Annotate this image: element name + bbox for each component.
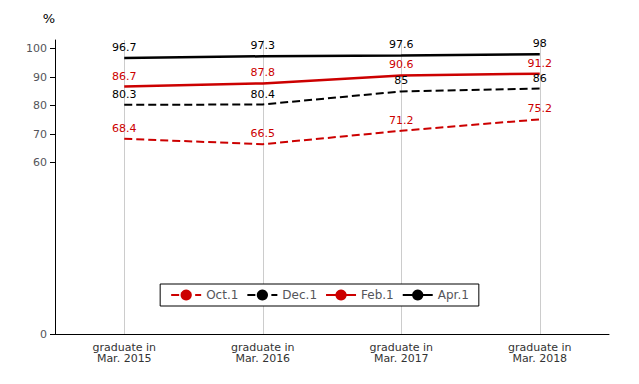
- svg-text:80.3: 80.3: [112, 88, 137, 101]
- svg-text:97.3: 97.3: [251, 39, 276, 52]
- svg-text:60: 60: [33, 156, 47, 169]
- svg-text:100: 100: [26, 42, 47, 55]
- svg-text:Oct.1: Oct.1: [206, 288, 238, 302]
- svg-text:Feb.1: Feb.1: [361, 288, 394, 302]
- svg-text:96.7: 96.7: [112, 41, 137, 54]
- svg-text:graduate in: graduate in: [92, 341, 156, 354]
- svg-text:graduate in: graduate in: [369, 341, 433, 354]
- svg-text:71.2: 71.2: [389, 114, 414, 127]
- svg-text:%: %: [43, 11, 55, 26]
- svg-text:Mar. 2017: Mar. 2017: [374, 352, 429, 365]
- svg-text:86: 86: [533, 72, 547, 85]
- svg-text:90: 90: [33, 71, 47, 84]
- svg-text:70: 70: [33, 128, 47, 141]
- svg-text:66.5: 66.5: [251, 127, 276, 140]
- svg-text:graduate in: graduate in: [508, 341, 572, 354]
- svg-text:91.2: 91.2: [528, 57, 553, 70]
- svg-text:Mar. 2015: Mar. 2015: [97, 352, 152, 365]
- svg-text:98: 98: [533, 37, 547, 50]
- svg-text:68.4: 68.4: [112, 122, 137, 135]
- svg-text:Apr.1: Apr.1: [438, 288, 469, 302]
- svg-text:97.6: 97.6: [389, 38, 414, 51]
- svg-text:80: 80: [33, 99, 47, 112]
- svg-text:Mar. 2018: Mar. 2018: [512, 352, 567, 365]
- svg-text:87.8: 87.8: [251, 66, 276, 79]
- svg-text:75.2: 75.2: [528, 102, 553, 115]
- svg-text:80.4: 80.4: [251, 88, 276, 101]
- svg-text:Dec.1: Dec.1: [282, 288, 317, 302]
- svg-text:0: 0: [40, 328, 47, 341]
- svg-text:Mar. 2016: Mar. 2016: [235, 352, 290, 365]
- svg-text:85: 85: [394, 74, 408, 87]
- svg-text:90.6: 90.6: [389, 58, 414, 71]
- svg-text:86.7: 86.7: [112, 70, 137, 83]
- svg-text:graduate in: graduate in: [231, 341, 295, 354]
